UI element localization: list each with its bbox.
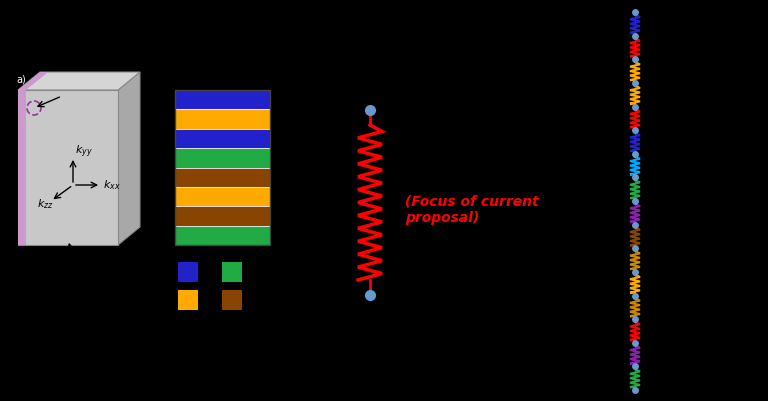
Bar [175, 109, 270, 129]
Polygon shape [118, 72, 140, 245]
Bar [175, 129, 270, 148]
Text: a): a) [16, 74, 26, 84]
Bar [222, 290, 242, 310]
Polygon shape [18, 72, 48, 90]
Bar [175, 187, 270, 206]
Bar [175, 226, 270, 245]
Text: (Focus of current
proposal): (Focus of current proposal) [405, 195, 538, 225]
Bar [175, 90, 270, 245]
Polygon shape [18, 90, 118, 245]
Text: $k_{zz}$: $k_{zz}$ [37, 197, 54, 211]
Bar [178, 290, 198, 310]
Text: $k_{xx}$: $k_{xx}$ [103, 178, 121, 192]
Bar [178, 262, 198, 282]
Polygon shape [18, 90, 26, 245]
Bar [175, 90, 270, 109]
Bar [222, 262, 242, 282]
Bar [175, 168, 270, 187]
Polygon shape [18, 72, 140, 90]
Bar [175, 206, 270, 226]
Bar [175, 148, 270, 168]
Text: $k_{yy}$: $k_{yy}$ [75, 144, 93, 160]
